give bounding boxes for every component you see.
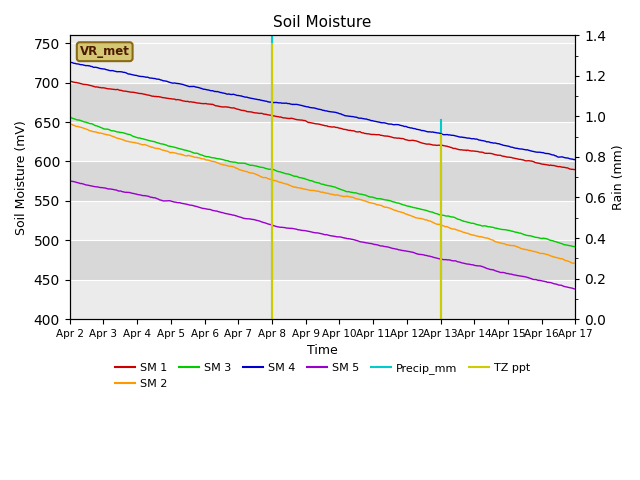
SM 5 <box>384 244 392 250</box>
Line: SM 3: SM 3 <box>70 117 575 247</box>
SM 4 <box>384 121 392 127</box>
X-axis label: Time: Time <box>307 344 338 357</box>
SM 2 <box>384 204 392 210</box>
Legend: SM 1, SM 2, SM 3, SM 4, SM 5, Precip_mm, TZ ppt: SM 1, SM 2, SM 3, SM 4, SM 5, Precip_mm,… <box>110 359 535 393</box>
Y-axis label: Rain (mm): Rain (mm) <box>612 144 625 210</box>
Bar <box>70 240 575 280</box>
SM 4 <box>66 59 74 65</box>
Line: SM 2: SM 2 <box>70 124 575 264</box>
SM 3 <box>179 146 186 152</box>
Y-axis label: Soil Moisture (mV): Soil Moisture (mV) <box>15 120 28 235</box>
SM 4 <box>572 157 579 163</box>
SM 3 <box>127 132 134 138</box>
SM 5 <box>399 248 406 253</box>
SM 5 <box>66 178 74 184</box>
SM 1 <box>572 167 579 173</box>
SM 3 <box>399 202 406 207</box>
Bar <box>70 43 575 83</box>
Line: SM 1: SM 1 <box>70 81 575 170</box>
SM 1 <box>75 80 83 86</box>
SM 2 <box>75 124 83 130</box>
SM 1 <box>66 78 74 84</box>
SM 1 <box>127 89 134 95</box>
SM 4 <box>205 87 212 93</box>
SM 5 <box>179 201 186 206</box>
SM 5 <box>127 190 134 196</box>
SM 2 <box>399 210 406 216</box>
SM 4 <box>127 72 134 77</box>
SM 1 <box>179 98 186 104</box>
SM 2 <box>572 261 579 266</box>
Bar <box>70 122 575 161</box>
SM 2 <box>179 152 186 157</box>
Bar <box>70 83 575 122</box>
Line: SM 4: SM 4 <box>70 62 575 160</box>
SM 2 <box>127 139 134 145</box>
SM 5 <box>75 180 83 186</box>
SM 5 <box>572 286 579 292</box>
Title: Soil Moisture: Soil Moisture <box>273 15 372 30</box>
Bar <box>70 201 575 240</box>
SM 3 <box>66 114 74 120</box>
Line: SM 5: SM 5 <box>70 181 575 289</box>
SM 1 <box>384 133 392 139</box>
Bar <box>70 280 575 319</box>
Text: VR_met: VR_met <box>80 45 130 58</box>
SM 3 <box>572 244 579 250</box>
SM 4 <box>179 82 186 87</box>
SM 4 <box>399 123 406 129</box>
SM 3 <box>205 154 212 160</box>
Bar <box>70 161 575 201</box>
SM 3 <box>75 117 83 123</box>
SM 5 <box>205 206 212 212</box>
SM 1 <box>205 101 212 107</box>
SM 1 <box>399 136 406 142</box>
SM 2 <box>205 157 212 163</box>
SM 2 <box>66 121 74 127</box>
SM 4 <box>75 61 83 67</box>
SM 3 <box>384 197 392 203</box>
